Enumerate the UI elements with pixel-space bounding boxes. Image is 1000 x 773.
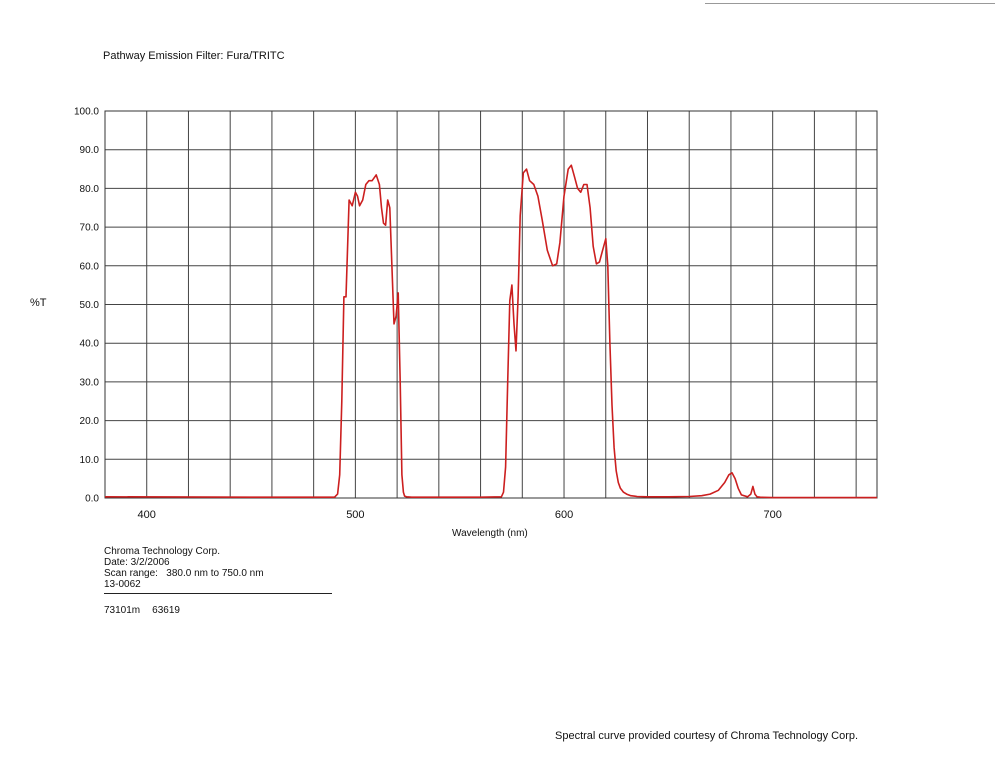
scan-date: Date: 3/2/2006: [104, 557, 170, 568]
x-tick-label: 500: [346, 509, 364, 521]
y-axis-ticks: 0.0 10.0 20.0 30.0 40.0 50.0 60.0 70.0 80.0 90.0 1…: [74, 107, 99, 505]
x-tick-label: 400: [138, 509, 156, 521]
y-tick-label: 60.0: [80, 261, 100, 272]
x-tick-label: 700: [763, 509, 781, 521]
part-number: 13-0062: [104, 579, 141, 590]
chart-title: Pathway Emission Filter: Fura/TRITC: [103, 50, 285, 62]
y-tick-label: 90.0: [80, 145, 100, 156]
scan-range-label: Scan range:: [104, 568, 158, 579]
y-tick-label: 50.0: [80, 300, 100, 311]
scan-range: Scan range: 380.0 nm to 750.0 nm: [104, 568, 264, 579]
x-axis-ticks: 400 500 600 700: [138, 509, 782, 521]
transmission-curve: [104, 164, 877, 499]
code-2: 63619: [152, 605, 180, 616]
courtesy-credit: Spectral curve provided courtesy of Chro…: [555, 730, 859, 742]
catalog-codes: 73101m 63619: [104, 605, 180, 616]
y-tick-label: 10.0: [80, 455, 100, 466]
y-tick-label: 100.0: [74, 107, 99, 118]
top-edge-rule: [705, 3, 995, 4]
y-tick-label: 0.0: [85, 494, 99, 505]
y-tick-label: 40.0: [80, 339, 100, 350]
plot-frame: [104, 110, 878, 499]
info-divider: [104, 593, 332, 594]
x-tick-label: 600: [555, 509, 573, 521]
y-tick-label: 20.0: [80, 416, 100, 427]
scan-info: Chroma Technology Corp. Date: 3/2/2006 S…: [104, 546, 264, 590]
chart-grid: [105, 111, 877, 498]
y-tick-label: 70.0: [80, 223, 100, 234]
y-tick-label: 30.0: [80, 377, 100, 388]
code-1: 73101m: [104, 605, 141, 616]
scan-range-value: 380.0 nm to 750.0 nm: [166, 568, 264, 579]
x-axis-label: Wavelength (nm): [452, 528, 528, 539]
company-name: Chroma Technology Corp.: [104, 546, 220, 557]
y-tick-label: 80.0: [80, 184, 100, 195]
y-axis-label: %T: [30, 297, 47, 309]
